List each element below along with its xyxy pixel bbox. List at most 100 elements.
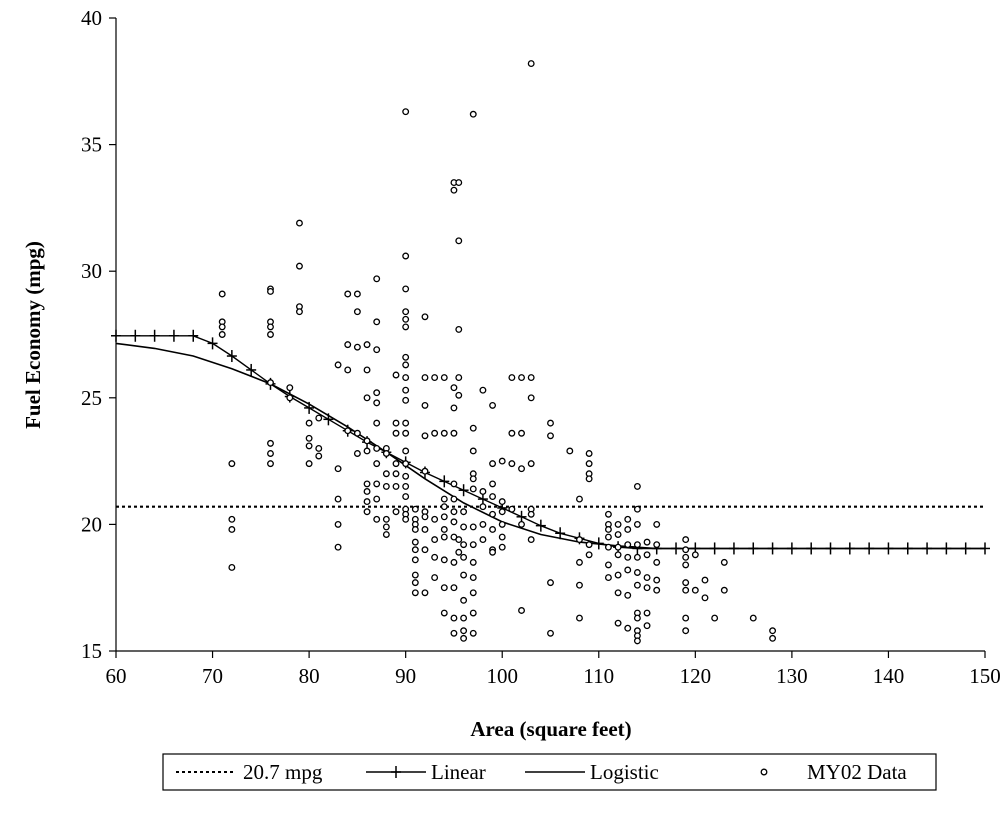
- data-point: [421, 432, 429, 440]
- linear-point: [246, 363, 257, 376]
- data-point: [382, 482, 390, 490]
- data-point: [498, 520, 506, 528]
- data-point: [440, 513, 448, 521]
- data-point: [455, 536, 463, 544]
- data-point: [460, 508, 468, 516]
- data-point: [296, 262, 303, 270]
- data-point: [633, 520, 641, 528]
- legend-label-scatter: MY02 Data: [807, 760, 907, 784]
- data-point: [624, 624, 632, 632]
- data-point: [769, 627, 777, 635]
- data-point: [624, 541, 632, 549]
- data-point: [373, 318, 381, 326]
- axes: 60 70 80 90 100 110 120 130 140 150 15 20 25 30 35 40: [81, 6, 1001, 688]
- data-point: [489, 510, 497, 518]
- data-point: [392, 419, 400, 427]
- data-point: [460, 627, 468, 635]
- y-tick-label: 20: [81, 512, 102, 536]
- data-point: [315, 414, 323, 422]
- x-tick-label: 60: [106, 664, 127, 688]
- data-point: [527, 536, 535, 544]
- data-point: [402, 361, 410, 369]
- data-point: [585, 475, 593, 483]
- data-point: [411, 579, 419, 587]
- data-point: [402, 252, 410, 260]
- data-point: [334, 495, 342, 503]
- x-tick-label: 110: [583, 664, 614, 688]
- data-point: [402, 460, 410, 468]
- data-point: [653, 520, 661, 528]
- data-point: [576, 581, 583, 589]
- data-point: [479, 386, 487, 394]
- data-point: [633, 541, 641, 549]
- data-point: [402, 396, 410, 404]
- data-point: [353, 450, 361, 457]
- data-point: [469, 485, 477, 493]
- data-point: [691, 551, 699, 559]
- data-point: [382, 515, 390, 523]
- data-point: [527, 510, 535, 518]
- data-point: [431, 553, 439, 561]
- linear-point: [188, 329, 199, 342]
- data-point: [653, 586, 661, 594]
- x-tick-label: 70: [202, 664, 223, 688]
- linear-point: [458, 484, 469, 497]
- data-point: [469, 447, 477, 455]
- data-point: [363, 508, 371, 516]
- linear-point: [439, 475, 450, 488]
- y-tick-label: 35: [81, 133, 102, 157]
- data-point: [431, 374, 439, 381]
- data-point: [720, 558, 728, 566]
- data-point: [353, 429, 361, 437]
- linear-point: [516, 510, 527, 523]
- data-point: [585, 541, 593, 549]
- legend-label-linear: Linear: [431, 760, 486, 784]
- data-point: [353, 290, 361, 298]
- y-tick-label: 30: [81, 259, 102, 283]
- data-point: [344, 366, 352, 374]
- data-point: [614, 543, 622, 551]
- data-point: [315, 444, 323, 452]
- data-point: [604, 533, 612, 541]
- data-point: [267, 331, 274, 338]
- data-point: [469, 475, 477, 483]
- x-tick-label: 100: [486, 664, 518, 688]
- data-point: [363, 498, 371, 506]
- data-point: [682, 553, 690, 561]
- data-point: [450, 518, 458, 526]
- data-point: [450, 584, 458, 592]
- data-point: [267, 460, 274, 468]
- data-point: [489, 526, 497, 533]
- data-point: [576, 495, 583, 503]
- data-point: [653, 576, 661, 584]
- data-point: [373, 444, 381, 452]
- data-point: [344, 290, 352, 298]
- legend-item-scatter: MY02 Data: [760, 760, 907, 784]
- data-point: [373, 419, 381, 427]
- data-point: [411, 589, 419, 597]
- data-point: [450, 480, 458, 488]
- data-point: [682, 586, 690, 594]
- data-point: [455, 179, 463, 187]
- y-tick-label: 15: [81, 639, 102, 663]
- data-point: [440, 609, 448, 617]
- data-point: [382, 450, 390, 457]
- data-point: [711, 614, 719, 622]
- data-point: [455, 374, 463, 381]
- data-point: [373, 495, 381, 503]
- data-point: [527, 374, 535, 381]
- data-point: [431, 574, 439, 582]
- series-my02-data: [218, 60, 777, 645]
- data-point: [469, 558, 477, 566]
- data-point: [749, 614, 757, 622]
- data-point: [431, 515, 439, 523]
- data-point: [305, 460, 313, 468]
- data-point: [286, 384, 294, 392]
- data-point: [469, 541, 477, 549]
- data-point: [373, 389, 381, 397]
- linear-point: [477, 493, 488, 506]
- data-point: [633, 637, 641, 645]
- data-point: [460, 614, 468, 622]
